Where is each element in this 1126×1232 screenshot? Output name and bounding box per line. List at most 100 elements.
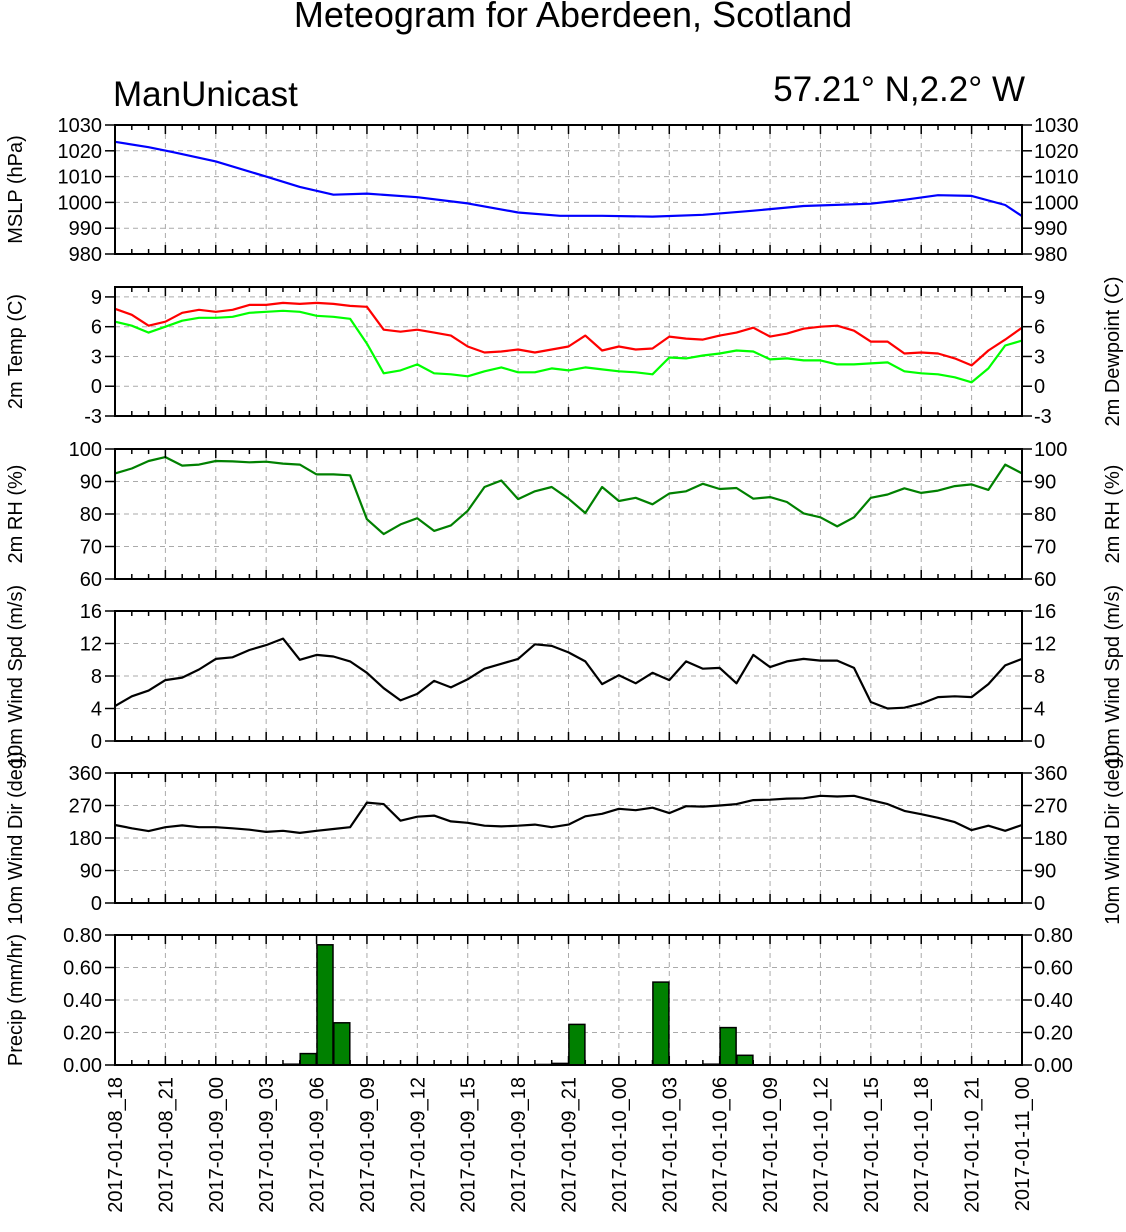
precip-bar (568, 1023, 586, 1066)
y-tick-label: 0 (91, 376, 102, 398)
precip-bar (736, 1054, 754, 1066)
y-tick-label: 4 (91, 699, 102, 721)
y-tick-label: 0.60 (63, 958, 102, 980)
y-tick-label-right: 12 (1034, 634, 1056, 656)
y-tick-label-right: 9 (1034, 287, 1045, 309)
y-tick-label-right: 80 (1034, 504, 1056, 526)
y-tick-label: 270 (69, 796, 102, 818)
series-line-temp-0 (114, 301, 1023, 367)
y-tick-label-right: 4 (1034, 699, 1045, 721)
y-tick-label-right: 8 (1034, 666, 1045, 688)
y-tick-label: 60 (80, 569, 102, 591)
x-tick-label: 2017-01-09_03 (256, 1077, 278, 1213)
model-label: ManUnicast (113, 75, 298, 114)
y-tick-label: 16 (80, 601, 102, 623)
y-tick-label: 80 (80, 504, 102, 526)
y-tick-label: 0.20 (63, 1023, 102, 1045)
y-tick-label-right: 360 (1034, 763, 1067, 785)
y-tick-label-right: 90 (1034, 472, 1056, 494)
x-tick-label: 2017-01-10_18 (911, 1077, 933, 1213)
x-tick-label: 2017-01-10_00 (609, 1077, 631, 1213)
x-tick-label: 2017-01-09_06 (307, 1077, 329, 1213)
panel-precip: 0.00 0.00 0.20 0.20 0.40 0.40 0.60 0.60 0.80 0.80… (5, 925, 1073, 1077)
precip-bar (316, 944, 334, 1066)
y-axis-label: 2m Temp (C) (5, 294, 27, 409)
x-tick-label: 2017-01-08_21 (155, 1077, 177, 1213)
x-tick-label: 2017-01-09_21 (559, 1077, 581, 1213)
y-tick-label-right: 0.00 (1034, 1055, 1073, 1077)
y-tick-label: 90 (80, 472, 102, 494)
y-tick-label: 360 (69, 763, 102, 785)
y-tick-label: 1000 (58, 192, 103, 214)
y-tick-label-right: 6 (1034, 317, 1045, 339)
y-tick-label: 100 (69, 439, 102, 461)
y-tick-label-right: 60 (1034, 569, 1056, 591)
series-line-wdir-0 (114, 794, 1023, 835)
x-tick-label: 2017-01-10_06 (710, 1077, 732, 1213)
page-title: Meteogram for Aberdeen, Scotland (293, 0, 853, 35)
y-axis-label-right: 10m Wind Spd (m/s) (1102, 585, 1124, 767)
y-tick-label-right: 0.60 (1034, 958, 1073, 980)
panel-wspd: 0 0 4 4 8 8 12 12 16 16 10m Wind Spd (m/s) 10m Wind… (5, 585, 1124, 767)
y-tick-label: 1030 (58, 115, 103, 137)
y-tick-label: 0.80 (63, 925, 102, 947)
y-tick-label-right: 1010 (1034, 167, 1079, 189)
x-tick-label: 2017-01-11_00 (1012, 1077, 1034, 1211)
x-tick-label: 2017-01-10_15 (861, 1077, 883, 1213)
series-line-rh-0 (114, 456, 1023, 536)
y-axis-label: 10m Wind Dir (deg) (5, 751, 27, 924)
precip-bar (299, 1052, 317, 1066)
y-tick-label-right: -3 (1034, 406, 1052, 428)
y-tick-label-right: 100 (1034, 439, 1067, 461)
y-tick-label-right: 980 (1034, 244, 1067, 266)
series-line-mslp-0 (114, 140, 1023, 218)
y-tick-label: 9 (91, 287, 102, 309)
y-tick-label-right: 0.40 (1034, 990, 1073, 1012)
x-tick-label: 2017-01-10_03 (659, 1077, 681, 1213)
y-tick-label: -3 (84, 406, 102, 428)
y-tick-label-right: 270 (1034, 796, 1067, 818)
panel-rh: 60 60 70 70 80 80 90 90 100 100 2m RH (%) 2m RH (%) (5, 439, 1124, 591)
y-tick-label: 1020 (58, 141, 103, 163)
precip-bar (719, 1026, 737, 1066)
y-tick-label-right: 1030 (1034, 115, 1079, 137)
y-tick-label: 990 (69, 218, 102, 240)
y-tick-label-right: 0.80 (1034, 925, 1073, 947)
y-tick-label: 180 (69, 828, 102, 850)
series-line-temp-1 (114, 309, 1023, 384)
y-axis-label-right: 2m Dewpoint (C) (1102, 276, 1124, 426)
y-tick-label: 980 (69, 244, 102, 266)
x-tick-label: 2017-01-09_09 (357, 1077, 379, 1213)
y-tick-label: 90 (80, 861, 102, 883)
y-tick-label-right: 70 (1034, 537, 1056, 559)
location-label: 57.21° N,2.2° W (773, 70, 1025, 109)
x-tick-label: 2017-01-08_18 (105, 1077, 127, 1213)
y-axis-label-right: 2m RH (%) (1102, 465, 1124, 564)
y-tick-label-right: 0 (1034, 893, 1045, 915)
x-tick-label: 2017-01-10_09 (760, 1077, 782, 1213)
y-tick-label: 8 (91, 666, 102, 688)
x-tick-label: 2017-01-10_21 (962, 1077, 984, 1213)
y-tick-label-right: 1020 (1034, 141, 1079, 163)
y-axis-label: 2m RH (%) (5, 465, 27, 564)
y-tick-label-right: 90 (1034, 861, 1056, 883)
precip-bar (333, 1022, 351, 1066)
y-tick-label: 0.00 (63, 1055, 102, 1077)
x-tick-label: 2017-01-09_15 (458, 1077, 480, 1213)
y-tick-label: 70 (80, 537, 102, 559)
y-tick-label-right: 0 (1034, 376, 1045, 398)
panel-temp: -3 -3 0 0 3 3 6 6 9 9 2m Temp (C) 2m Dewpoint (C) (5, 276, 1124, 428)
series-line-wspd-0 (114, 637, 1023, 710)
y-tick-label: 6 (91, 317, 102, 339)
precip-bar (652, 981, 670, 1066)
y-axis-label: MSLP (hPa) (5, 135, 27, 244)
y-tick-label-right: 0 (1034, 731, 1045, 753)
x-tick-label: 2017-01-10_12 (810, 1077, 832, 1213)
y-tick-label-right: 990 (1034, 218, 1067, 240)
y-tick-label-right: 16 (1034, 601, 1056, 623)
y-tick-label: 0 (91, 893, 102, 915)
y-tick-label-right: 3 (1034, 346, 1045, 368)
x-tick-label: 2017-01-09_18 (508, 1077, 530, 1213)
x-tick-label: 2017-01-09_00 (206, 1077, 228, 1213)
